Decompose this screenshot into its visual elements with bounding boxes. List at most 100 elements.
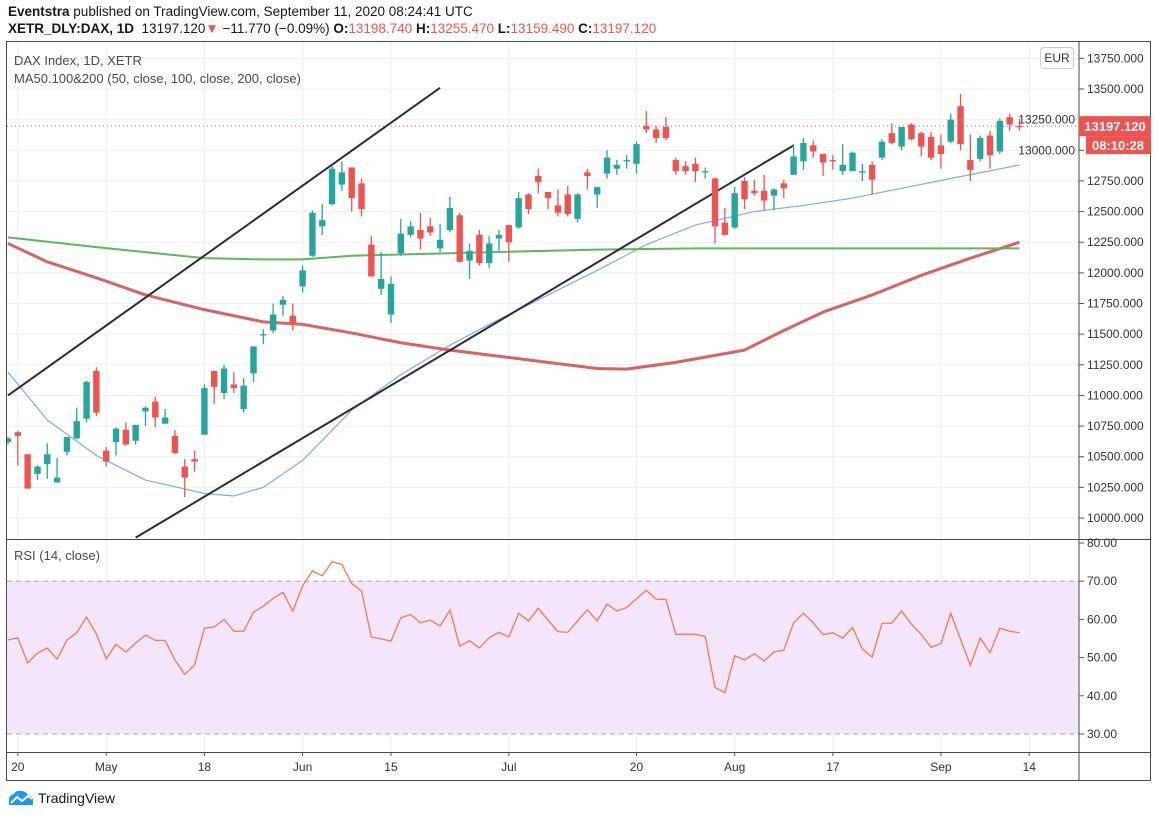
candle	[770, 188, 778, 211]
candle-body	[947, 119, 954, 142]
candle	[535, 168, 542, 194]
candle	[741, 177, 748, 210]
price-tick-label: 12000.000	[1087, 266, 1144, 280]
candle-body	[417, 229, 424, 239]
candle-body	[957, 106, 964, 145]
price-pane[interactable]	[5, 86, 1079, 539]
candle-body	[652, 129, 660, 139]
candle-body	[574, 194, 581, 219]
candle	[603, 150, 611, 179]
candle	[810, 140, 817, 158]
candle	[269, 303, 277, 333]
rsi-band-fill	[7, 581, 1079, 734]
candle	[584, 168, 591, 190]
candle	[643, 111, 650, 134]
ma-legend: MA50.100&200 (50, close, 100, close, 200…	[14, 71, 301, 86]
candle-body	[83, 381, 90, 419]
rsi-tick-label: 70.00	[1087, 574, 1117, 588]
candle	[780, 179, 787, 199]
candle-body	[103, 450, 110, 462]
price-tick-label: 13750.000	[1087, 51, 1144, 65]
candle	[819, 153, 827, 177]
rsi-line	[7, 560, 1020, 694]
candle	[476, 229, 483, 266]
candle-body	[868, 164, 876, 180]
candle-body	[1016, 125, 1023, 128]
candle-body	[976, 138, 984, 159]
candle	[466, 243, 473, 279]
time-tick-label: Jun	[293, 760, 312, 774]
rsi-tick-label: 40.00	[1087, 689, 1117, 703]
candle-body	[63, 437, 71, 452]
currency-button[interactable]: EUR	[1040, 47, 1074, 69]
candle-body	[780, 183, 787, 189]
candle	[309, 210, 316, 257]
candle	[613, 160, 621, 175]
candle-body	[623, 160, 630, 162]
candle	[34, 465, 41, 481]
time-tick-label: May	[95, 760, 118, 774]
candle	[220, 364, 228, 400]
time-tick-label: 18	[198, 760, 212, 774]
candle	[191, 450, 198, 472]
candle-body	[456, 215, 463, 262]
time-tick-label: 17	[826, 760, 840, 774]
candle	[368, 236, 375, 277]
candle	[967, 134, 974, 181]
tradingview-logo[interactable]: TradingView	[8, 790, 115, 806]
candle	[152, 396, 159, 428]
candle	[554, 189, 562, 217]
candle-body	[171, 435, 179, 454]
candle-body	[348, 167, 355, 199]
candle	[859, 163, 866, 181]
author-name[interactable]: Eventstra	[8, 4, 70, 19]
candle	[279, 296, 287, 316]
chart-frame	[6, 41, 1151, 781]
candle-body	[888, 133, 895, 143]
logo-text: TradingView	[38, 790, 116, 806]
candle-body	[633, 144, 640, 164]
candle	[918, 131, 925, 157]
down-arrow-icon: ▼	[205, 21, 219, 36]
open-label: O:	[333, 21, 349, 36]
low-label: L:	[497, 21, 511, 36]
candle-body	[191, 459, 198, 462]
candle	[652, 125, 660, 143]
outer-border	[6, 41, 1151, 781]
candle	[103, 446, 110, 467]
candle-body	[937, 145, 945, 154]
candle	[377, 252, 385, 295]
candle	[976, 135, 984, 162]
candle-body	[525, 194, 532, 210]
candle-body	[407, 226, 414, 235]
candle-body	[1006, 117, 1013, 125]
open-value: 13198.740	[348, 21, 413, 36]
candle-body	[790, 156, 797, 175]
candle-body	[662, 126, 670, 139]
candle	[348, 167, 355, 212]
candle	[485, 236, 493, 268]
candle-body	[44, 454, 51, 465]
candle	[937, 134, 945, 169]
candle	[711, 177, 719, 244]
candle-body	[515, 198, 522, 228]
candle	[161, 408, 169, 424]
candle	[299, 265, 306, 293]
rsi-pane[interactable]	[7, 560, 1020, 694]
candle	[849, 151, 856, 172]
axes: 13750.000 13500.000 13250.000 13000.000 1275…	[11, 51, 1151, 774]
candle-body	[34, 466, 41, 474]
candle-body	[878, 141, 886, 158]
candle	[682, 161, 689, 175]
candle-body	[446, 207, 454, 230]
candle-body	[672, 160, 679, 172]
candle-body	[731, 193, 738, 228]
candle	[721, 207, 729, 235]
last-price-badge-text: 13197.120	[1084, 119, 1145, 134]
price-tick-label: 10000.000	[1087, 511, 1144, 525]
candle	[456, 212, 463, 262]
candle-body	[387, 283, 395, 315]
candle-body	[73, 421, 80, 439]
candle-body	[436, 239, 444, 249]
